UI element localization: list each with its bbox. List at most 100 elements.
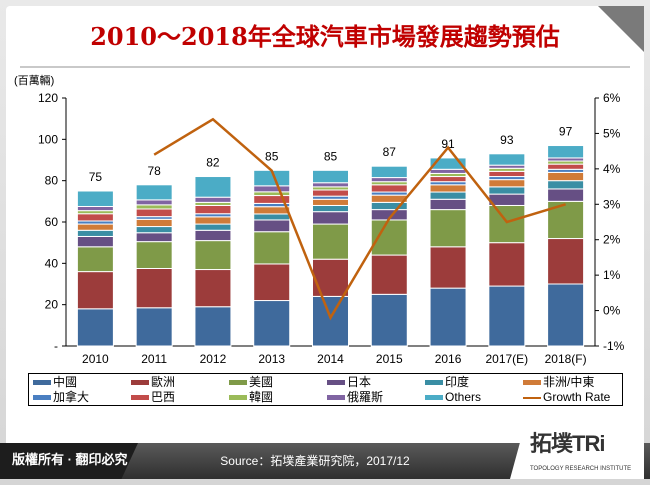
y2-tick-label: 3% (603, 197, 621, 211)
legend-label: 韓國 (249, 390, 274, 404)
footer-left-block (0, 443, 138, 479)
bar-segment-美國 (312, 223, 349, 260)
bar-segment-歐洲 (429, 246, 467, 289)
bar-segment-中國 (429, 287, 467, 347)
y-tick-label: 100 (38, 132, 58, 146)
bar-segment-俄羅斯 (194, 196, 232, 203)
bar-total-label: 87 (383, 145, 397, 159)
bar-segment-歐洲 (370, 254, 408, 295)
slide-title: 2010～2018年全球汽車市場發展趨勢預估 (90, 22, 560, 51)
legend-item: 日本 (327, 375, 423, 390)
x-tick-label: 2017(E) (485, 352, 528, 366)
bar-segment-中國 (370, 293, 408, 347)
bar-total-label: 91 (441, 137, 455, 151)
legend-item: 巴西 (131, 390, 227, 405)
bar-segment-印度 (429, 191, 467, 200)
legend-label: Growth Rate (543, 390, 611, 404)
legend-swatch (327, 380, 345, 385)
bar-segment-日本 (488, 193, 526, 206)
legend-swatch (327, 395, 345, 400)
y2-tick-label: 5% (603, 126, 621, 140)
bar-segment-俄羅斯 (429, 168, 467, 174)
bar-segment-Others (76, 190, 114, 207)
legend-label: 非洲/中東 (543, 375, 595, 389)
y2-tick-label: 4% (603, 162, 621, 176)
bar-segment-日本 (76, 235, 114, 248)
x-tick-label: 2010 (82, 352, 109, 366)
bar-segment-歐洲 (76, 271, 114, 310)
bar-segment-俄羅斯 (312, 182, 349, 188)
bar-total-label: 85 (265, 149, 279, 163)
bar-segment-巴西 (76, 213, 114, 222)
bar-segment-巴西 (135, 208, 173, 218)
legend-label: 日本 (347, 375, 372, 389)
title-divider (20, 66, 630, 68)
bar-segment-印度 (135, 226, 173, 234)
bar-segment-歐洲 (547, 238, 585, 285)
y-tick-label: 80 (45, 174, 59, 188)
legend-label: 俄羅斯 (347, 390, 384, 404)
bar-segment-韓國 (135, 204, 173, 210)
bar-segment-非洲/中東 (76, 223, 114, 231)
legend-item: 俄羅斯 (327, 390, 423, 405)
bar-segment-巴西 (547, 163, 585, 170)
legend-label: 美國 (249, 375, 274, 389)
y2-tick-label: -1% (603, 339, 625, 353)
bar-segment-非洲/中東 (135, 218, 173, 228)
legend-swatch (523, 380, 541, 385)
bar-segment-中國 (253, 300, 291, 347)
bar-segment-印度 (194, 223, 232, 231)
legend-label: Others (445, 390, 482, 404)
bar-segment-非洲/中東 (253, 206, 291, 215)
bar-segment-Others (488, 153, 526, 166)
legend-label: 歐洲 (151, 375, 176, 389)
bar-segment-日本 (429, 198, 467, 211)
bar-total-label: 85 (324, 149, 338, 163)
bar-total-label: 75 (89, 170, 103, 184)
bar-segment-印度 (488, 186, 526, 195)
bar-segment-中國 (488, 285, 526, 347)
logo-background (510, 430, 644, 479)
legend-label: 加拿大 (53, 390, 90, 404)
x-tick-label: 2013 (258, 352, 285, 366)
bar-segment-非洲/中東 (194, 216, 232, 225)
bar-segment-俄羅斯 (370, 177, 408, 183)
bar-total-label: 82 (206, 156, 220, 170)
source-note: Source：拓墣產業研究院，2017/12 (220, 454, 410, 468)
x-tick-label: 2014 (317, 352, 344, 366)
bar-segment-美國 (76, 246, 114, 273)
legend-swatch (33, 380, 51, 385)
bar-segment-美國 (429, 209, 467, 248)
bar-segment-中國 (194, 306, 232, 347)
legend-swatch (425, 395, 443, 400)
bar-segment-日本 (547, 188, 585, 202)
y2-tick-label: 0% (603, 304, 621, 318)
bar-segment-中國 (135, 307, 173, 347)
bar-segment-印度 (312, 204, 349, 213)
legend-item: 印度 (425, 375, 521, 390)
x-tick-label: 2015 (376, 352, 403, 366)
bar-segment-巴西 (370, 184, 408, 193)
bar-segment-歐洲 (135, 268, 173, 309)
legend-item: 非洲/中東 (523, 375, 619, 390)
bar-segment-巴西 (429, 176, 467, 183)
bar-segment-俄羅斯 (135, 199, 173, 206)
legend-item: 美國 (229, 375, 325, 390)
x-tick-label: 2018(F) (545, 352, 587, 366)
legend-item: 歐洲 (131, 375, 227, 390)
chart-legend: 中國 歐洲 美國 日本 印度 非洲/中東 加拿大 巴西 韓國 俄羅斯 Others Growth Ra… (28, 373, 623, 406)
bar-segment-日本 (253, 219, 291, 233)
legend-swatch (229, 395, 247, 400)
y-axis-unit-label: (百萬輛) (14, 75, 55, 87)
bar-segment-巴西 (312, 189, 349, 197)
bar-segment-Others (135, 184, 173, 201)
bar-segment-日本 (312, 211, 349, 225)
bar-segment-中國 (547, 283, 585, 347)
legend-swatch (131, 395, 149, 400)
bar-total-label: 93 (500, 133, 514, 147)
y-tick-label: 20 (45, 298, 59, 312)
bar-segment-歐洲 (253, 263, 291, 302)
x-tick-label: 2016 (435, 352, 462, 366)
bar-segment-巴西 (194, 204, 232, 215)
